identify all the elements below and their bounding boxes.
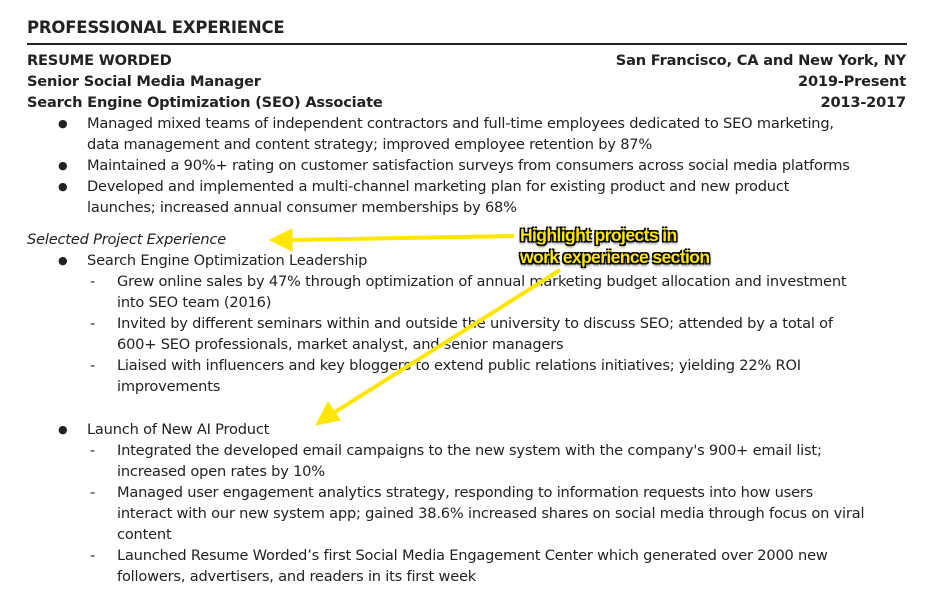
project-item-text: Liaised with influencers and key blogger… [117, 357, 801, 374]
project-item-text: improvements [117, 378, 221, 395]
annotation-line: work experience section [520, 247, 710, 267]
project-name: Search Engine Optimization Leadership [87, 252, 368, 269]
project-item-text: Launched Resume Worded’s first Social Me… [117, 547, 828, 564]
company-location: San Francisco, CA and New York, NY [615, 52, 906, 69]
bullet-icon: ● [58, 159, 68, 172]
bullet-icon: ● [58, 117, 68, 130]
section-title: PROFESSIONAL EXPERIENCE [27, 18, 285, 37]
role-title: Search Engine Optimization (SEO) Associa… [27, 94, 383, 111]
dash-icon: - [90, 484, 96, 501]
bullet-icon: ● [58, 180, 68, 193]
project-item-text: interact with our new system app; gained… [117, 505, 865, 522]
dash-icon: - [90, 315, 96, 332]
project-item-text: Grew online sales by 47% through optimiz… [117, 273, 847, 290]
bullet-text: Developed and implemented a multi-channe… [87, 178, 790, 195]
bullet-icon: ● [58, 423, 68, 436]
bullet-text: launches; increased annual consumer memb… [87, 199, 517, 216]
dash-icon: - [90, 442, 96, 459]
project-item-text: followers, advertisers, and readers in i… [117, 568, 477, 585]
project-item-text: Integrated the developed email campaigns… [117, 442, 822, 459]
project-item-text: increased open rates by 10% [117, 463, 325, 480]
project-name: Launch of New AI Product [87, 421, 270, 438]
project-item-text: into SEO team (2016) [117, 294, 272, 311]
project-item-text: content [117, 526, 172, 543]
role-dates: 2013-2017 [820, 94, 907, 111]
bullet-icon: ● [58, 254, 68, 267]
project-item-text: Managed user engagement analytics strate… [117, 484, 814, 501]
annotation-label: Highlight projects in work experience se… [520, 224, 710, 268]
projects-heading: Selected Project Experience [27, 231, 227, 248]
bullet-text: Managed mixed teams of independent contr… [87, 115, 834, 132]
dash-icon: - [90, 547, 96, 564]
dash-icon: - [90, 273, 96, 290]
annotation-line: Highlight projects in [520, 225, 677, 245]
arrow-icon [268, 228, 515, 252]
bullet-text: Maintained a 90%+ rating on customer sat… [87, 157, 850, 174]
bullet-text: data management and content strategy; im… [87, 136, 653, 153]
section-divider [27, 43, 907, 45]
role-dates: 2019-Present [797, 73, 906, 90]
dash-icon: - [90, 357, 96, 374]
role-title: Senior Social Media Manager [27, 73, 261, 90]
arrow-icon [315, 268, 562, 426]
company-name: RESUME WORDED [27, 52, 172, 69]
